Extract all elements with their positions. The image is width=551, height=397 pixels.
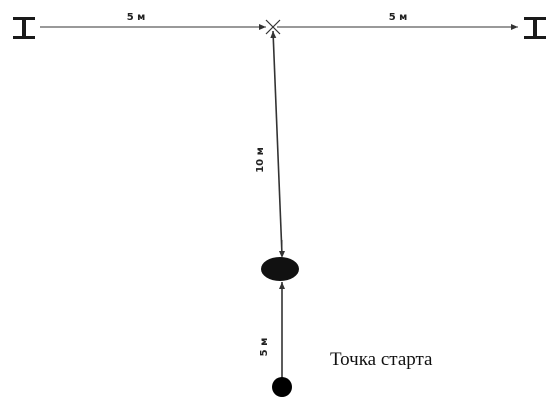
start-label: Точка старта bbox=[330, 349, 433, 370]
vertical-long-line bbox=[270, 30, 283, 256]
dimension-label-top-left: 5 м bbox=[127, 12, 146, 23]
dimension-label-top-right: 5 м bbox=[389, 12, 408, 23]
cross-marker-icon bbox=[265, 19, 281, 35]
hurdle-icon bbox=[524, 17, 546, 39]
dimension-label-vertical-long: 10 м bbox=[255, 147, 266, 173]
cone-marker-icon bbox=[261, 257, 299, 281]
start-point-icon bbox=[272, 377, 292, 397]
dimension-label-vertical-short: 5 м bbox=[259, 338, 270, 357]
hurdle-icon bbox=[13, 17, 35, 39]
